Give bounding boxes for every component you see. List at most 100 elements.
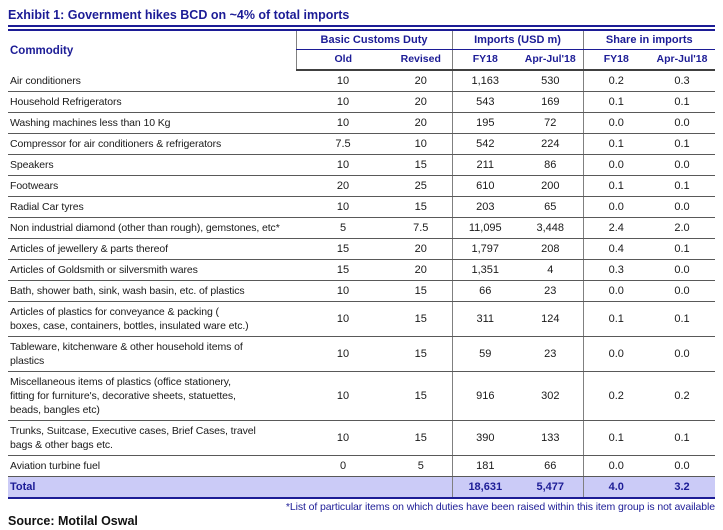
- total-share-fy18: 4.0: [582, 476, 650, 499]
- commodity-cell: Tableware, kitchenware & other household…: [8, 336, 296, 372]
- imports-fy18-cell: 59: [451, 336, 519, 372]
- old-cell: 10: [296, 91, 390, 113]
- table-row: Non industrial diamond (other than rough…: [8, 217, 716, 239]
- imports-apr-jul18-cell: 23: [518, 336, 584, 372]
- imports-fy18-cell: 1,351: [451, 259, 519, 281]
- imports-fy18-cell: 390: [451, 420, 519, 456]
- imports-fy18-cell: 543: [451, 91, 519, 113]
- share-fy18-cell: 0.0: [582, 112, 650, 134]
- total-imports-fy18: 18,631: [451, 476, 519, 499]
- table-row: Aviation turbine fuel 0 5 181 66 0.0 0.0: [8, 455, 716, 477]
- imports-fy18-cell: 203: [451, 196, 519, 218]
- footnote: *List of particular items on which dutie…: [285, 501, 715, 513]
- imports-apr-jul18-cell: 169: [518, 91, 584, 113]
- share-fy18-cell: 0.2: [582, 70, 650, 92]
- table-row: Speakers 10 15 211 86 0.0 0.0: [8, 154, 716, 176]
- revised-cell: 20: [390, 70, 453, 92]
- total-share-apr-jul18: 3.2: [649, 476, 716, 499]
- imports-apr-jul18-cell: 72: [518, 112, 584, 134]
- commodity-cell: Bath, shower bath, sink, wash basin, etc…: [8, 280, 296, 302]
- imports-apr-jul18-cell: 200: [518, 175, 584, 197]
- source-label: Source: Motilal Oswal: [8, 514, 138, 528]
- commodity-cell: Articles of Goldsmith or silversmith war…: [8, 259, 296, 281]
- share-fy18-cell: 0.1: [582, 91, 650, 113]
- share-apr-jul18-cell: 0.2: [649, 371, 716, 421]
- table-row: Radial Car tyres 10 15 203 65 0.0 0.0: [8, 196, 716, 218]
- imports-apr-jul18-cell: 224: [518, 133, 584, 155]
- column-header-share-apr-jul18: Apr-Jul'18: [649, 49, 716, 71]
- imports-fy18-cell: 181: [451, 455, 519, 477]
- share-fy18-cell: 0.0: [582, 196, 650, 218]
- share-fy18-cell: 0.0: [582, 280, 650, 302]
- exhibit-title: Exhibit 1: Government hikes BCD on ~4% o…: [8, 4, 715, 27]
- share-fy18-cell: 0.1: [582, 133, 650, 155]
- imports-duty-table: Commodity Basic Customs Duty Imports (US…: [8, 29, 716, 499]
- share-fy18-cell: 0.4: [582, 238, 650, 260]
- commodity-cell: Trunks, Suitcase, Executive cases, Brief…: [8, 420, 296, 456]
- old-cell: 10: [296, 301, 390, 337]
- table-header: Commodity Basic Customs Duty Imports (US…: [8, 30, 716, 71]
- commodity-cell: Household Refrigerators: [8, 91, 296, 113]
- share-fy18-cell: 0.1: [582, 175, 650, 197]
- revised-cell: 25: [390, 175, 453, 197]
- column-header-imports-apr-jul18: Apr-Jul'18: [518, 49, 584, 71]
- revised-cell: 15: [390, 420, 453, 456]
- old-cell: 7.5: [296, 133, 390, 155]
- old-cell: 10: [296, 70, 390, 92]
- commodity-cell: Aviation turbine fuel: [8, 455, 296, 477]
- commodity-cell: Air conditioners: [8, 70, 296, 92]
- commodity-cell: Speakers: [8, 154, 296, 176]
- share-apr-jul18-cell: 0.0: [649, 336, 716, 372]
- share-apr-jul18-cell: 0.1: [649, 301, 716, 337]
- share-apr-jul18-cell: 0.0: [649, 259, 716, 281]
- imports-fy18-cell: 66: [451, 280, 519, 302]
- share-apr-jul18-cell: 0.1: [649, 133, 716, 155]
- group-header-row: Commodity Basic Customs Duty Imports (US…: [8, 30, 716, 57]
- imports-apr-jul18-cell: 302: [518, 371, 584, 421]
- old-cell: 10: [296, 112, 390, 134]
- revised-cell: 15: [390, 196, 453, 218]
- sub-header-row: Old Revised FY18 Apr-Jul'18 FY18 Apr-Jul…: [8, 49, 716, 71]
- commodity-cell: Articles of jewellery & parts thereof: [8, 238, 296, 260]
- column-header-commodity: Commodity: [10, 44, 74, 57]
- revised-cell: 15: [390, 336, 453, 372]
- commodity-cell: Miscellaneous items of plastics (office …: [8, 371, 296, 421]
- table-row: Articles of plastics for conveyance & pa…: [8, 301, 716, 337]
- imports-apr-jul18-cell: 66: [518, 455, 584, 477]
- column-header-old: Old: [295, 49, 390, 71]
- table-row: Compressor for air conditioners & refrig…: [8, 133, 716, 155]
- imports-fy18-cell: 916: [451, 371, 519, 421]
- imports-fy18-cell: 542: [451, 133, 519, 155]
- imports-fy18-cell: 11,095: [451, 217, 519, 239]
- table-row: Bath, shower bath, sink, wash basin, etc…: [8, 280, 716, 302]
- share-apr-jul18-cell: 0.0: [649, 112, 716, 134]
- share-fy18-cell: 2.4: [582, 217, 650, 239]
- imports-apr-jul18-cell: 3,448: [518, 217, 584, 239]
- commodity-cell: Footwears: [8, 175, 296, 197]
- share-fy18-cell: 0.3: [582, 259, 650, 281]
- share-apr-jul18-cell: 0.3: [649, 70, 716, 92]
- table-row: Articles of jewellery & parts thereof 15 2…: [8, 238, 716, 260]
- revised-cell: 20: [390, 112, 453, 134]
- imports-apr-jul18-cell: 530: [518, 70, 584, 92]
- share-fy18-cell: 0.0: [582, 336, 650, 372]
- revised-cell: 15: [390, 154, 453, 176]
- old-cell: 0: [296, 455, 390, 477]
- commodity-cell: Compressor for air conditioners & refrig…: [8, 133, 296, 155]
- share-apr-jul18-cell: 0.0: [649, 455, 716, 477]
- imports-fy18-cell: 1,163: [451, 70, 519, 92]
- old-cell: 5: [296, 217, 390, 239]
- table-row: Miscellaneous items of plastics (office …: [8, 371, 716, 421]
- table-row: Household Refrigerators 10 20 543 169 0.1 0.1: [8, 91, 716, 113]
- imports-fy18-cell: 211: [451, 154, 519, 176]
- old-cell: 10: [296, 420, 390, 456]
- old-cell: 10: [296, 371, 390, 421]
- revised-cell: 15: [390, 371, 453, 421]
- table-row: Air conditioners 10 20 1,163 530 0.2 0.3: [8, 70, 716, 92]
- share-apr-jul18-cell: 0.1: [649, 238, 716, 260]
- imports-apr-jul18-cell: 86: [518, 154, 584, 176]
- old-cell: 10: [296, 280, 390, 302]
- revised-cell: 20: [390, 238, 453, 260]
- revised-cell: 15: [390, 301, 453, 337]
